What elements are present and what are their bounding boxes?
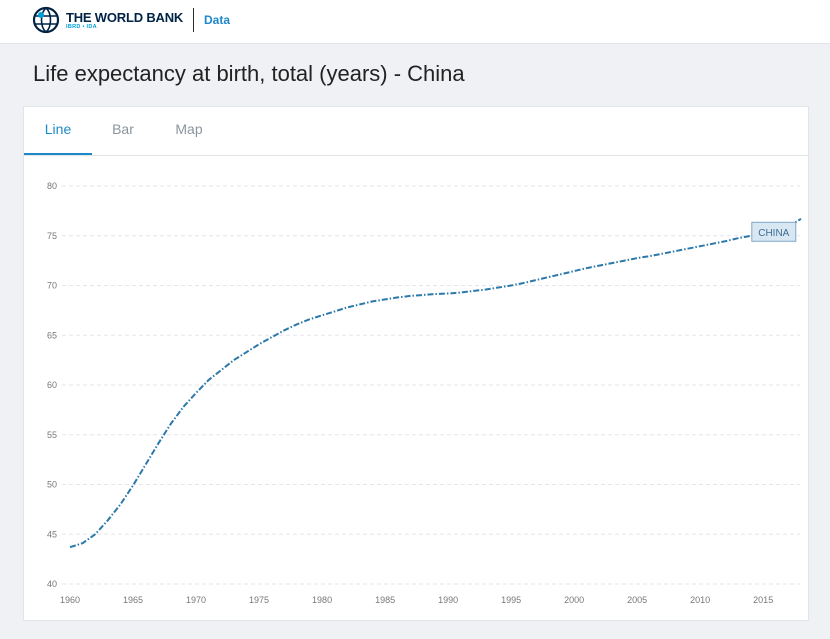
x-tick-label: 2000 <box>564 595 584 605</box>
tab-bar[interactable]: Bar <box>112 121 134 137</box>
x-tick-label: 1980 <box>312 595 332 605</box>
chart-card: Line Bar Map 40 45 50 55 60 65 70 75 80 1960 1965 1… <box>23 106 809 621</box>
series-line-china <box>69 217 802 549</box>
x-tick-label: 2005 <box>627 595 647 605</box>
x-tick-label: 1990 <box>438 595 458 605</box>
series-label-box <box>751 221 797 242</box>
y-tick-label: 75 <box>47 231 57 241</box>
brand-subtitle: IBRD • IDA <box>66 24 97 30</box>
brand-name[interactable]: THE WORLD BANK <box>66 10 184 25</box>
y-tick-label: 40 <box>47 579 57 589</box>
x-tick-label: 1965 <box>123 595 143 605</box>
top-bar: THE WORLD BANK IBRD • IDA Data <box>0 0 830 44</box>
life-expectancy-line-chart: 40 45 50 55 60 65 70 75 80 1960 1965 1970 1975 1980 19… <box>47 181 802 605</box>
y-tick-label: 60 <box>47 380 57 390</box>
data-link[interactable]: Data <box>204 13 231 27</box>
x-tick-label: 1960 <box>60 595 80 605</box>
series-label: CHINA <box>758 228 789 239</box>
y-tick-label: 55 <box>47 430 57 440</box>
x-tick-label: 1985 <box>375 595 395 605</box>
x-tick-label: 2015 <box>753 595 773 605</box>
y-tick-label: 80 <box>47 181 57 191</box>
chart-tabs: Line Bar Map <box>24 107 808 156</box>
x-tick-label: 1970 <box>186 595 206 605</box>
y-tick-label: 65 <box>47 330 57 340</box>
page-title: Life expectancy at birth, total (years) … <box>33 61 465 86</box>
x-tick-label: 1975 <box>249 595 269 605</box>
header-divider <box>193 8 194 32</box>
tab-map[interactable]: Map <box>175 121 203 137</box>
y-tick-label: 70 <box>47 281 57 291</box>
x-tick-label: 2010 <box>690 595 710 605</box>
tab-line[interactable]: Line <box>24 107 92 155</box>
x-tick-label: 1995 <box>501 595 521 605</box>
y-tick-label: 45 <box>47 529 57 539</box>
y-tick-label: 50 <box>47 480 57 490</box>
world-bank-globe-icon[interactable] <box>32 6 60 34</box>
